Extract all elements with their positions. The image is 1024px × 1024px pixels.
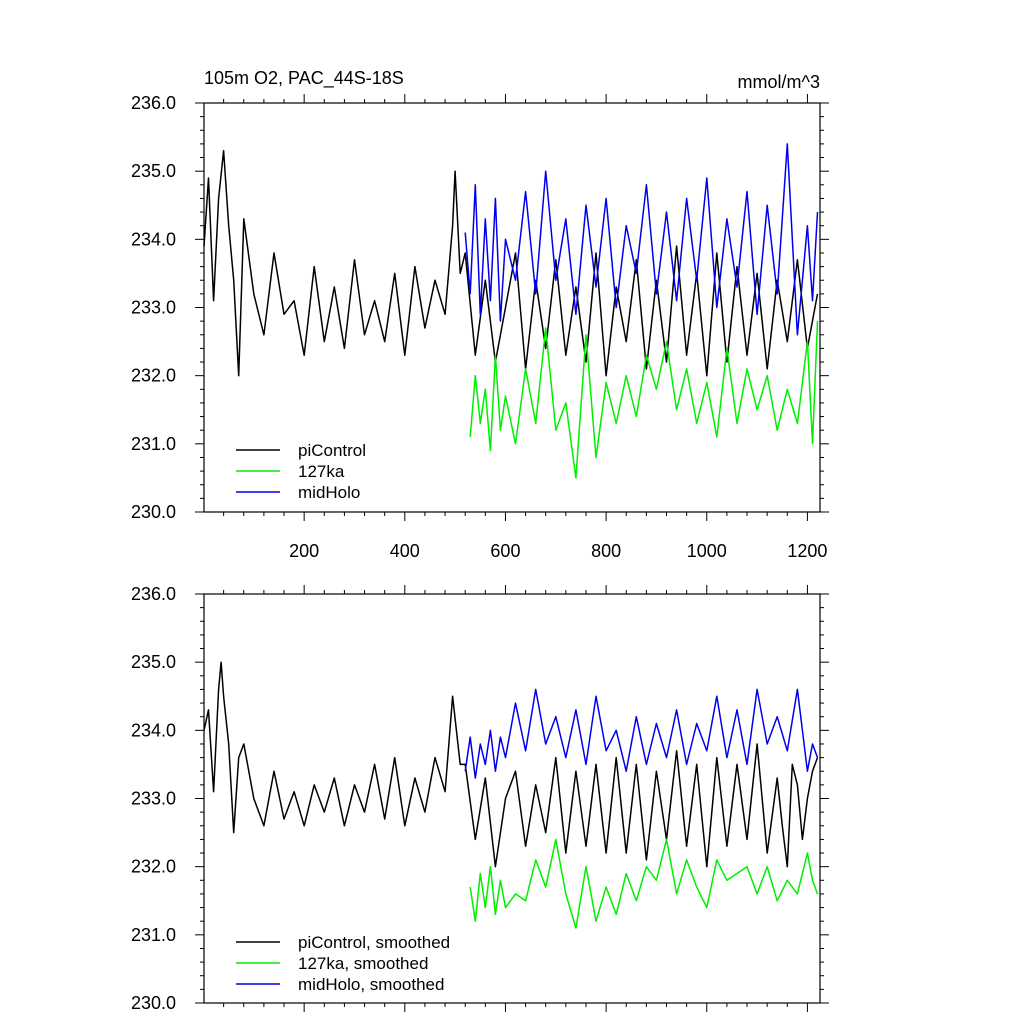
bottom-panel: 230.0 231.0 232.0 233.0 234.0 235.0 236.0 piCo… bbox=[131, 584, 829, 1013]
top-panel: 105m O2, PAC_44S-18S mmol/m^3 230.0 231.0… bbox=[131, 68, 829, 561]
top-panel-ticks bbox=[195, 94, 829, 521]
bottom-panel-legend: piControl, smoothed 127ka, smoothed midH… bbox=[236, 933, 450, 994]
top-y-tick-label: 230.0 bbox=[131, 502, 176, 522]
legend-label-127ka: 127ka bbox=[298, 462, 345, 481]
bottom-y-tick-label: 234.0 bbox=[131, 720, 176, 740]
top-x-tick-label: 600 bbox=[490, 541, 520, 561]
top-x-tick-label: 400 bbox=[390, 541, 420, 561]
bottom-series-line-2 bbox=[464, 688, 819, 779]
top-x-tick-label: 200 bbox=[289, 541, 319, 561]
bottom-y-tick-label: 235.0 bbox=[131, 652, 176, 672]
legend-label-picontrol-smoothed: piControl, smoothed bbox=[298, 933, 450, 952]
legend-label-midholo: midHolo bbox=[298, 483, 360, 502]
top-panel-y-tick-labels: 230.0 231.0 232.0 233.0 234.0 235.0 236.0 bbox=[131, 93, 176, 522]
top-x-tick-label: 1200 bbox=[787, 541, 827, 561]
bottom-y-tick-label: 230.0 bbox=[131, 993, 176, 1013]
top-series-line-0 bbox=[203, 149, 819, 377]
top-x-tick-label: 1000 bbox=[687, 541, 727, 561]
top-panel-x-tick-labels: 200 400 600 800 1000 1200 bbox=[289, 541, 827, 561]
bottom-series-line-1 bbox=[469, 838, 819, 929]
top-y-tick-label: 233.0 bbox=[131, 298, 176, 318]
legend-label-127ka-smoothed: 127ka, smoothed bbox=[298, 954, 428, 973]
bottom-y-tick-label: 232.0 bbox=[131, 857, 176, 877]
top-panel-legend: piControl 127ka midHolo bbox=[236, 441, 366, 502]
top-y-tick-label: 231.0 bbox=[131, 434, 176, 454]
top-series-line-1 bbox=[469, 321, 819, 479]
top-panel-series-layer bbox=[203, 143, 819, 479]
top-series-line-2 bbox=[464, 143, 819, 336]
top-x-tick-label: 800 bbox=[591, 541, 621, 561]
bottom-panel-y-tick-labels: 230.0 231.0 232.0 233.0 234.0 235.0 236.0 bbox=[131, 584, 176, 1013]
bottom-y-tick-label: 231.0 bbox=[131, 925, 176, 945]
top-y-tick-label: 236.0 bbox=[131, 93, 176, 113]
top-y-tick-label: 232.0 bbox=[131, 366, 176, 386]
top-y-tick-label: 235.0 bbox=[131, 161, 176, 181]
bottom-y-tick-label: 236.0 bbox=[131, 584, 176, 604]
bottom-panel-series-layer bbox=[203, 661, 819, 929]
bottom-panel-ticks bbox=[195, 585, 829, 1012]
legend-label-picontrol: piControl bbox=[298, 441, 366, 460]
bottom-y-tick-label: 233.0 bbox=[131, 789, 176, 809]
top-y-tick-label: 234.0 bbox=[131, 229, 176, 249]
top-panel-units: mmol/m^3 bbox=[738, 72, 820, 92]
legend-label-midholo-smoothed: midHolo, smoothed bbox=[298, 975, 444, 994]
top-panel-title: 105m O2, PAC_44S-18S bbox=[204, 68, 404, 89]
bottom-series-line-0 bbox=[203, 661, 819, 868]
